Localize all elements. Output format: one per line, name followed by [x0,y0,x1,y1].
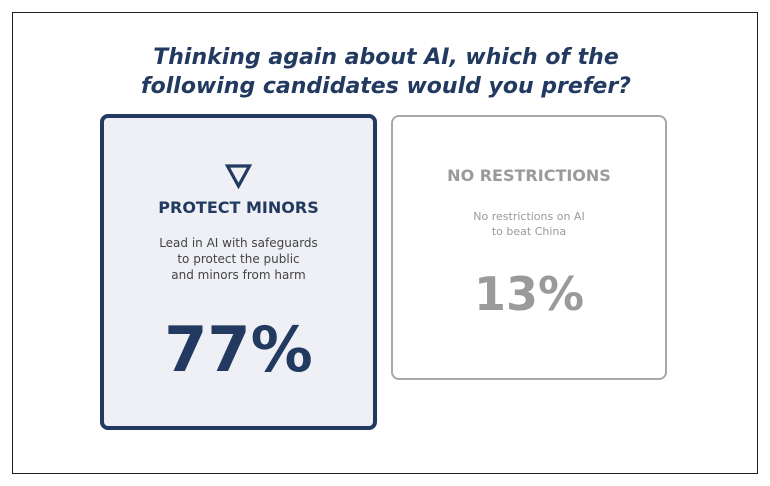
option-description-line-1: No restrictions on AI [473,210,585,223]
chart-title: Thinking again about AI, which of the fo… [13,43,759,101]
option-label: PROTECT MINORS [158,198,319,217]
down-triangle-icon [224,164,253,190]
option-description-line-2: to protect the public [177,252,300,266]
option-description: No restrictions on AI to beat China [393,209,665,239]
option-label: NO RESTRICTIONS [447,166,611,185]
option-card-protect-minors: PROTECT MINORS Lead in AI with safeguard… [100,114,377,430]
option-description-line-3: and minors from harm [171,268,306,282]
option-card-no-restrictions: NO RESTRICTIONS No restrictions on AI to… [391,115,667,380]
chart-title-line-2: following candidates would you prefer? [141,74,631,99]
option-description-line-2: to beat China [491,225,567,238]
option-value-label: 77% [164,313,313,386]
chart-frame: Thinking again about AI, which of the fo… [12,12,758,474]
chart-title-line-1: Thinking again about AI, which of the [153,45,619,70]
option-description: Lead in AI with safeguards to protect th… [104,235,373,283]
option-value-label: 13% [473,267,585,321]
option-description-line-1: Lead in AI with safeguards [159,236,318,250]
